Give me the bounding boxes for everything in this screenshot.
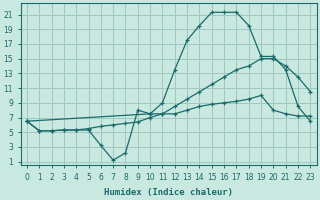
X-axis label: Humidex (Indice chaleur): Humidex (Indice chaleur) <box>104 188 233 197</box>
